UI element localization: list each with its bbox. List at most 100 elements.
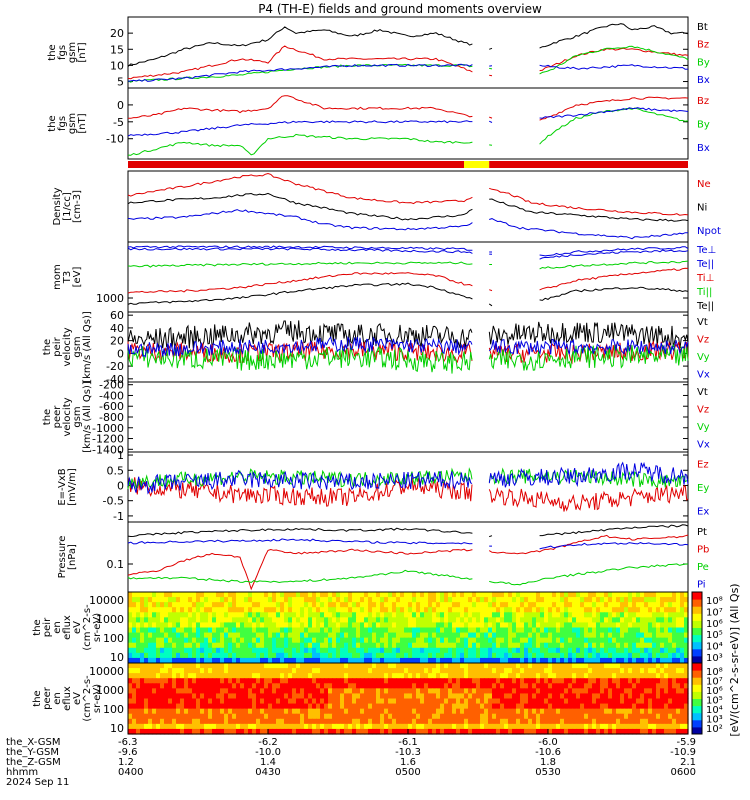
spectrogram-cell	[148, 607, 153, 613]
spectrogram-cell	[368, 602, 373, 608]
spectrogram-cell	[160, 597, 165, 603]
spectrogram-cell	[684, 728, 689, 735]
legend-label: Vx	[697, 439, 710, 450]
spectrogram-cell	[596, 637, 601, 644]
spectrogram-cell	[184, 668, 189, 674]
spectrogram-cell	[224, 663, 229, 669]
spectrogram-cell	[232, 657, 237, 664]
spectrogram-cell	[316, 683, 321, 689]
spectrogram-cell	[128, 637, 133, 644]
spectrogram-cell	[468, 728, 473, 735]
spectrogram-cell	[292, 708, 297, 715]
spectrogram-cell	[596, 622, 601, 629]
spectrogram-cell	[196, 683, 201, 689]
spectrogram-cell	[536, 708, 541, 715]
spectrogram-cell	[220, 703, 225, 710]
spectrogram-cell	[348, 673, 353, 679]
spectrogram-cell	[324, 647, 329, 654]
spectrogram-cell	[592, 632, 597, 639]
spectrogram-cell	[340, 637, 345, 644]
spectrogram-cell	[188, 693, 193, 700]
spectrogram-cell	[476, 703, 481, 710]
spectrogram-cell	[424, 703, 429, 710]
spectrogram-cell	[380, 627, 385, 634]
spectrogram-cell	[580, 678, 585, 684]
spectrogram-cell	[564, 597, 569, 603]
spectrogram-cell	[224, 688, 229, 695]
x-tick-value: 0430	[255, 767, 280, 778]
spectrogram-cell	[184, 632, 189, 639]
spectrogram-cell	[652, 663, 657, 669]
spectrogram-cell	[132, 663, 137, 669]
spectrogram-cell	[296, 657, 301, 664]
panel-frame	[127, 241, 689, 313]
spectrogram-cell	[224, 592, 229, 598]
spectrogram-cell	[360, 607, 365, 613]
spectrogram-cell	[600, 688, 605, 695]
spectrogram-cell	[476, 688, 481, 695]
spectrogram-cell	[188, 678, 193, 684]
spectrogram-cell	[164, 713, 169, 720]
spectrogram-cell	[556, 622, 561, 629]
spectrogram-cell	[156, 627, 161, 634]
spectrogram-cell	[444, 663, 449, 669]
spectrogram-cell	[512, 652, 517, 659]
spectrogram-cell	[320, 597, 325, 603]
spectrogram-cell	[456, 698, 461, 705]
y-axis-label-line: eV	[72, 621, 83, 634]
spectrogram-cell	[168, 622, 173, 629]
spectrogram-cell	[248, 698, 253, 705]
spectrogram-cell	[432, 622, 437, 629]
spectrogram-cell	[168, 668, 173, 674]
spectrogram-cell	[572, 592, 577, 598]
spectrogram-cell	[424, 728, 429, 735]
spectrogram-cell	[612, 698, 617, 705]
spectrogram-cell	[136, 632, 141, 639]
spectrogram-cell	[152, 622, 157, 629]
spectrogram-cell	[680, 627, 685, 634]
y-axis-label-line: [mV/m]	[67, 468, 78, 506]
spectrogram-cell	[324, 708, 329, 715]
spectrogram-cell	[640, 683, 645, 689]
spectrogram-cell	[336, 647, 341, 654]
spectrogram-cell	[560, 683, 565, 689]
spectrogram-cell	[348, 718, 353, 725]
spectrogram-cell	[404, 597, 409, 603]
spectrogram-cell	[284, 708, 289, 715]
spectrogram-cell	[440, 652, 445, 659]
spectrogram-cell	[128, 693, 133, 700]
series-line-green	[127, 467, 689, 490]
spectrogram-cell	[364, 688, 369, 695]
spectrogram-cell	[516, 657, 521, 664]
spectrogram-cell	[316, 637, 321, 644]
spectrogram-cell	[536, 718, 541, 725]
spectrogram-cell	[500, 627, 505, 634]
spectrogram-cell	[652, 647, 657, 654]
spectrogram-cell	[308, 728, 313, 735]
spectrogram-cell	[344, 597, 349, 603]
spectrogram-cell	[684, 693, 689, 700]
spectrogram-cell	[348, 688, 353, 695]
spectrogram-cell	[296, 602, 301, 608]
spectrogram-cell	[260, 622, 265, 629]
spectrogram-cell	[292, 632, 297, 639]
spectrogram-cell	[480, 668, 485, 674]
spectrogram-cell	[356, 597, 361, 603]
spectrogram-cell	[428, 647, 433, 654]
spectrogram-cell	[380, 592, 385, 598]
spectrogram-cell	[476, 642, 481, 649]
spectrogram-cell	[292, 637, 297, 644]
spectrogram-cell	[236, 632, 241, 639]
spectrogram-cell	[140, 718, 145, 725]
spectrogram-cell	[464, 597, 469, 603]
spectrogram-cell	[444, 718, 449, 725]
spectrogram-cell	[344, 688, 349, 695]
spectrogram-cell	[636, 637, 641, 644]
spectrogram-cell	[532, 718, 537, 725]
spectrogram-cell	[612, 713, 617, 720]
spectrogram-cell	[364, 718, 369, 725]
spectrogram-cell	[400, 708, 405, 715]
spectrogram-cell	[336, 652, 341, 659]
spectrogram-cell	[316, 703, 321, 710]
spectrogram-cell	[472, 607, 477, 613]
